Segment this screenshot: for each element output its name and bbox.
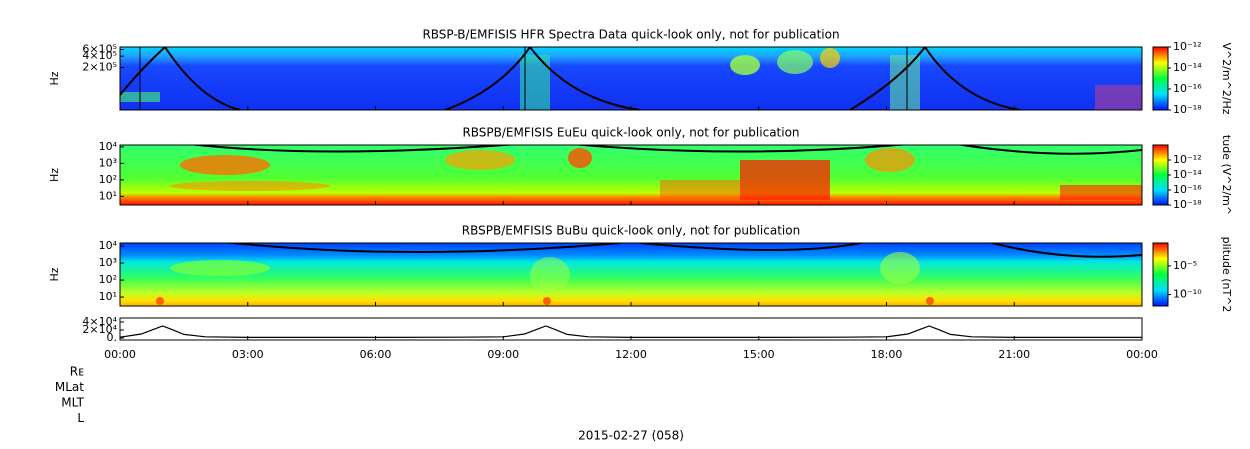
colorbar xyxy=(1152,242,1169,307)
colorbar-tick-label: 10⁻¹⁴ xyxy=(1173,168,1202,181)
colorbar-tick-label: 10⁻¹⁶ xyxy=(1173,82,1202,95)
colorbar-tick-label: 10⁻¹⁸ xyxy=(1173,198,1202,211)
panel-title: RBSP-B/EMFISIS HFR Spectra Data quick-lo… xyxy=(422,28,839,42)
panel-title: RBSPB/EMFISIS BuBu quick-look only, not … xyxy=(462,224,800,238)
colorbar-tick-label: 10⁻¹⁴ xyxy=(1173,61,1202,74)
colorbar xyxy=(1152,144,1169,206)
spectrogram-image xyxy=(120,47,1142,110)
ephemeris-label: MLT xyxy=(61,396,84,410)
y-tick-label: 4×10⁵ xyxy=(82,49,117,62)
y-tick-label: 10¹ xyxy=(99,290,117,303)
x-tick-label: 15:00 xyxy=(743,348,775,361)
ephemeris-label: Rᴇ xyxy=(70,365,84,379)
y-tick-label: 2×10⁴ xyxy=(82,323,117,336)
colorbar-tick-label: 10⁻¹² xyxy=(1173,153,1202,166)
y-tick-label: 4×10⁴ xyxy=(82,315,117,328)
y-tick-label: 10¹ xyxy=(99,189,117,202)
spectrogram-image xyxy=(120,145,1142,205)
colorbar-tick-label: 10⁻¹⁸ xyxy=(1173,103,1202,116)
colorbar-label: plitude (nT^2 xyxy=(1220,237,1233,313)
x-tick-label: 03:00 xyxy=(232,348,264,361)
spectrogram-image xyxy=(120,243,1142,306)
y-tick-label: 10² xyxy=(99,273,117,286)
ephemeris-label: MLat xyxy=(55,380,84,394)
x-tick-label: 00:00 xyxy=(1126,348,1158,361)
y-axis-label: Hz xyxy=(48,267,61,281)
x-tick-label: 00:00 xyxy=(104,348,136,361)
y-tick-label: 10³ xyxy=(99,256,117,269)
y-axis-label: Hz xyxy=(48,168,61,182)
x-tick-label: 09:00 xyxy=(487,348,519,361)
y-tick-label: 10³ xyxy=(99,156,117,169)
x-tick-label: 12:00 xyxy=(615,348,647,361)
panel-title: RBSPB/EMFISIS EuEu quick-look only, not … xyxy=(462,126,799,140)
colorbar-tick-label: 10⁻¹² xyxy=(1173,40,1202,53)
y-axis-label: Hz xyxy=(48,71,61,85)
x-tick-label: 06:00 xyxy=(360,348,392,361)
colorbar-label: V^2/m^2/Hz xyxy=(1220,42,1233,114)
y-tick-label: 10² xyxy=(99,173,117,186)
y-tick-label: 10⁴ xyxy=(99,239,118,252)
x-tick-label: 18:00 xyxy=(871,348,903,361)
y-tick-label: 0. xyxy=(107,331,118,344)
x-tick-label: 21:00 xyxy=(998,348,1030,361)
y-tick-label: 6×10⁵ xyxy=(82,43,117,56)
colorbar xyxy=(1152,46,1169,111)
y-tick-label: 2×10⁵ xyxy=(82,61,117,74)
colorbar-tick-label: 10⁻⁵ xyxy=(1173,259,1197,272)
colorbar-tick-label: 10⁻¹⁰ xyxy=(1173,288,1202,301)
colorbar-tick-label: 10⁻¹⁶ xyxy=(1173,183,1202,196)
ephemeris-label: L xyxy=(77,411,84,425)
data-line xyxy=(119,325,1142,338)
colorbar-label: tude (V^2/m^ xyxy=(1220,135,1233,215)
date-label: 2015-02-27 (058) xyxy=(578,429,684,443)
y-tick-label: 10⁴ xyxy=(99,140,118,153)
